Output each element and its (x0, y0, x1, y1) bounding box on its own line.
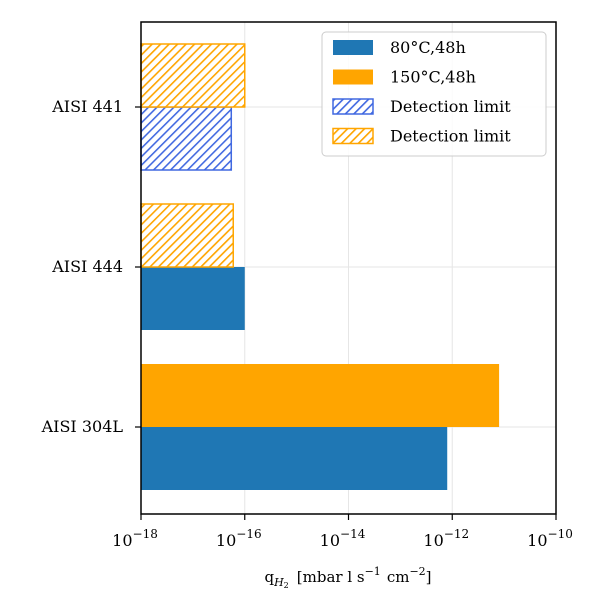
x-tick-label: 10−14 (320, 527, 366, 550)
x-tick-label: 10−10 (527, 527, 573, 550)
bar (140, 43, 246, 108)
legend-label: Detection limit (390, 127, 511, 146)
axis-ticks: 10−18 10−16 10−14 10−12 10−10 AISI 304L AISI 4… (41, 97, 573, 550)
bar (141, 427, 448, 490)
y-tick-label: AISI 441 (51, 97, 123, 116)
bars (140, 43, 500, 490)
x-tick-label: 10−16 (216, 527, 262, 550)
x-tick-label: 10−12 (423, 527, 469, 550)
bar (140, 203, 234, 268)
legend-swatch (333, 40, 373, 55)
bar (141, 267, 245, 330)
y-tick-label: AISI 444 (51, 257, 123, 276)
legend-swatch (333, 69, 373, 85)
x-axis-label: qH2 [mbar l s−1 cm−2] (264, 565, 431, 590)
legend-swatch (332, 127, 374, 145)
legend-label: 150°C,48h (390, 68, 476, 87)
legend: 80°C,48h 150°C,48h Detection limit Detectio… (321, 31, 547, 157)
legend-frame (321, 31, 547, 157)
x-tick-label: 10−18 (112, 527, 158, 550)
legend-label: 80°C,48h (390, 38, 466, 57)
y-tick-label: AISI 304L (41, 417, 124, 436)
bar (140, 106, 233, 171)
legend-swatch (332, 98, 374, 115)
bar (141, 364, 500, 427)
legend-label: Detection limit (390, 97, 511, 116)
